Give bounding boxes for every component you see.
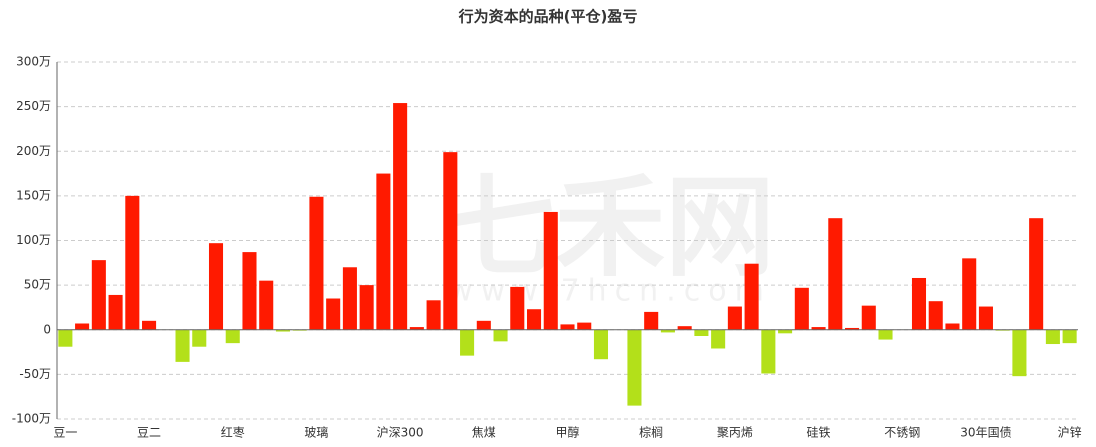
bar — [275, 329, 290, 332]
bar — [627, 329, 642, 406]
bar — [443, 152, 458, 330]
bar — [794, 287, 809, 330]
bar — [175, 329, 190, 362]
bar — [91, 260, 106, 330]
bar — [778, 329, 793, 334]
bar — [510, 286, 525, 330]
bar — [593, 329, 609, 360]
bar — [526, 309, 542, 330]
bar — [543, 211, 558, 330]
x-tick-label: 聚丙烯 — [717, 426, 753, 440]
x-tick-label: 棕榈 — [639, 425, 663, 440]
bar — [761, 329, 776, 374]
y-tick-label: 100万 — [16, 233, 51, 247]
bar — [978, 306, 993, 330]
bar — [845, 327, 860, 330]
x-tick-label: 焦煤 — [472, 426, 496, 440]
bar — [242, 252, 257, 330]
y-tick-label: 200万 — [16, 144, 51, 158]
y-tick-label: 250万 — [16, 99, 51, 113]
bar — [75, 323, 90, 330]
bar — [711, 329, 726, 349]
bar — [142, 320, 157, 330]
bar — [326, 298, 341, 330]
bar — [460, 329, 475, 356]
bar — [376, 173, 391, 330]
bar — [393, 103, 408, 330]
bar — [811, 327, 826, 330]
bar — [828, 218, 843, 330]
x-tick-label: 豆一 — [53, 426, 77, 440]
x-tick-label: 沪锌 — [1058, 426, 1082, 440]
x-tick-label: 30年国债 — [960, 426, 1011, 440]
bar — [342, 267, 357, 330]
y-tick-label: 150万 — [16, 188, 51, 202]
bar — [108, 294, 123, 330]
bar — [1062, 329, 1077, 344]
x-tick-label: 不锈钢 — [884, 426, 920, 440]
bar — [1012, 329, 1027, 377]
bar — [694, 329, 709, 336]
watermark-url: www.7hcn.com — [448, 274, 772, 309]
x-tick-label: 沪深300 — [377, 426, 424, 440]
bar — [493, 329, 508, 342]
bar — [225, 329, 240, 344]
y-tick-label: -100万 — [12, 412, 51, 426]
bar — [577, 322, 592, 330]
x-tick-label: 甲醇 — [555, 425, 579, 440]
bar — [1029, 218, 1044, 330]
bar — [878, 329, 893, 340]
bar — [1045, 329, 1060, 345]
bar — [208, 243, 224, 330]
bar — [426, 300, 441, 330]
x-tick-label: 玻璃 — [304, 426, 328, 440]
bar — [744, 263, 759, 330]
bar — [945, 323, 960, 330]
bar — [259, 280, 274, 330]
bar — [660, 329, 675, 333]
bar — [962, 258, 977, 330]
bar — [861, 305, 876, 330]
bar — [58, 329, 73, 347]
bar — [125, 195, 140, 330]
bar — [644, 311, 659, 330]
bar — [476, 320, 491, 330]
bar — [359, 285, 374, 330]
y-tick-label: 0 — [43, 322, 51, 336]
bar — [677, 326, 692, 330]
bar — [309, 196, 324, 330]
bar — [911, 277, 927, 330]
bar — [409, 327, 424, 330]
bar — [560, 324, 575, 330]
y-tick-label: -50万 — [19, 367, 51, 381]
x-tick-label: 硅铁 — [807, 426, 831, 440]
y-tick-label: 300万 — [16, 55, 51, 69]
bar — [928, 301, 943, 330]
y-tick-label: 50万 — [24, 278, 51, 292]
x-tick-label: 红枣 — [221, 425, 245, 440]
chart-title: 行为资本的品种(平仓)盈亏 — [458, 8, 638, 26]
bar — [727, 306, 742, 330]
watermark: 七禾网 — [445, 163, 775, 291]
bar — [192, 329, 207, 347]
x-tick-label: 豆二 — [137, 426, 161, 440]
